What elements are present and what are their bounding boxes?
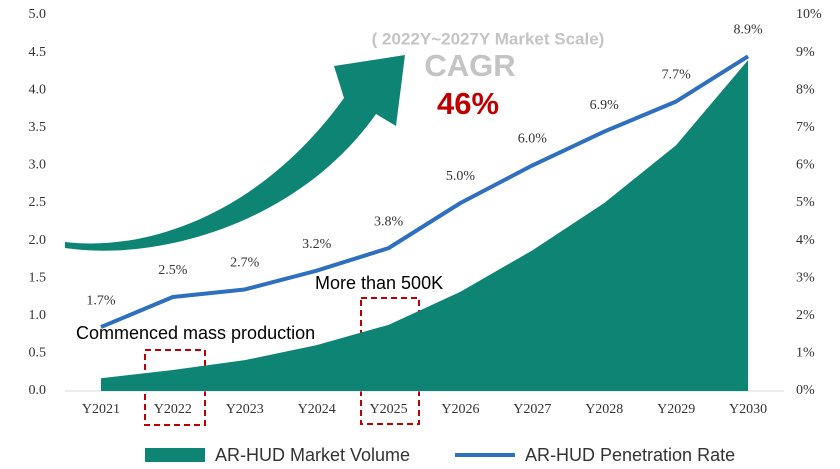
- data-label: 6.9%: [590, 98, 620, 113]
- annotation: 46%: [437, 86, 499, 121]
- annotation: CAGR: [424, 48, 515, 83]
- annotation: Commenced mass production: [76, 323, 315, 343]
- x-tick-label: Y2030: [729, 402, 767, 417]
- y-tick-label: 5.0: [29, 7, 47, 22]
- x-tick-label: Y2023: [226, 402, 264, 417]
- y-tick-label: 0.5: [29, 346, 47, 361]
- y-tick-label: 2.5: [29, 195, 47, 210]
- data-label: 3.8%: [374, 214, 404, 229]
- y-tick-label: 4.0: [29, 82, 47, 97]
- y-tick-label: 0.0: [29, 383, 47, 398]
- x-tick-label: Y2027: [513, 402, 551, 417]
- data-label: 1.7%: [86, 293, 116, 308]
- y-tick-label: 1.5: [29, 270, 47, 285]
- data-label: 8.9%: [733, 23, 763, 38]
- growth-arrow: [65, 55, 405, 251]
- data-label: 3.2%: [302, 237, 332, 252]
- y2-tick-label: 3%: [796, 270, 815, 285]
- y2-tick-label: 2%: [796, 308, 815, 323]
- y2-tick-label: 7%: [796, 120, 815, 135]
- data-label: 5.0%: [446, 169, 476, 184]
- legend-label: AR-HUD Penetration Rate: [525, 445, 735, 465]
- y-tick-label: 3.5: [29, 120, 47, 135]
- y2-tick-label: 0%: [796, 383, 815, 398]
- x-tick-label: Y2026: [441, 402, 479, 417]
- y2-tick-label: 1%: [796, 346, 815, 361]
- y2-tick-label: 6%: [796, 158, 815, 173]
- line: [100, 54, 750, 329]
- area: [100, 60, 749, 392]
- y2-tick-label: 5%: [796, 195, 815, 210]
- x-tick-label: Y2025: [369, 402, 407, 417]
- y2-tick-label: 9%: [796, 45, 815, 60]
- annotation: More than 500K: [315, 273, 443, 293]
- data-label: 2.7%: [230, 256, 260, 271]
- y-tick-label: 2.0: [29, 233, 47, 248]
- y2-tick-label: 10%: [796, 7, 822, 22]
- y-tick-label: 3.0: [29, 158, 47, 173]
- x-tick-label: Y2028: [585, 402, 623, 417]
- y-tick-label: 4.5: [29, 45, 47, 60]
- data-label: 7.7%: [662, 68, 692, 83]
- y2-tick-label: 4%: [796, 233, 815, 248]
- data-label: 2.5%: [158, 263, 188, 278]
- data-label: 6.0%: [518, 132, 548, 147]
- annotation: ( 2022Y~2027Y Market Scale): [372, 29, 605, 48]
- legend-swatch: [145, 448, 205, 462]
- x-tick-label: Y2021: [82, 402, 120, 417]
- y-tick-label: 1.0: [29, 308, 47, 323]
- x-tick-label: Y2024: [298, 402, 336, 417]
- y2-tick-label: 8%: [796, 82, 815, 97]
- x-tick-label: Y2029: [657, 402, 695, 417]
- x-tick-label: Y2022: [154, 402, 192, 417]
- legend-label: AR-HUD Market Volume: [215, 445, 410, 465]
